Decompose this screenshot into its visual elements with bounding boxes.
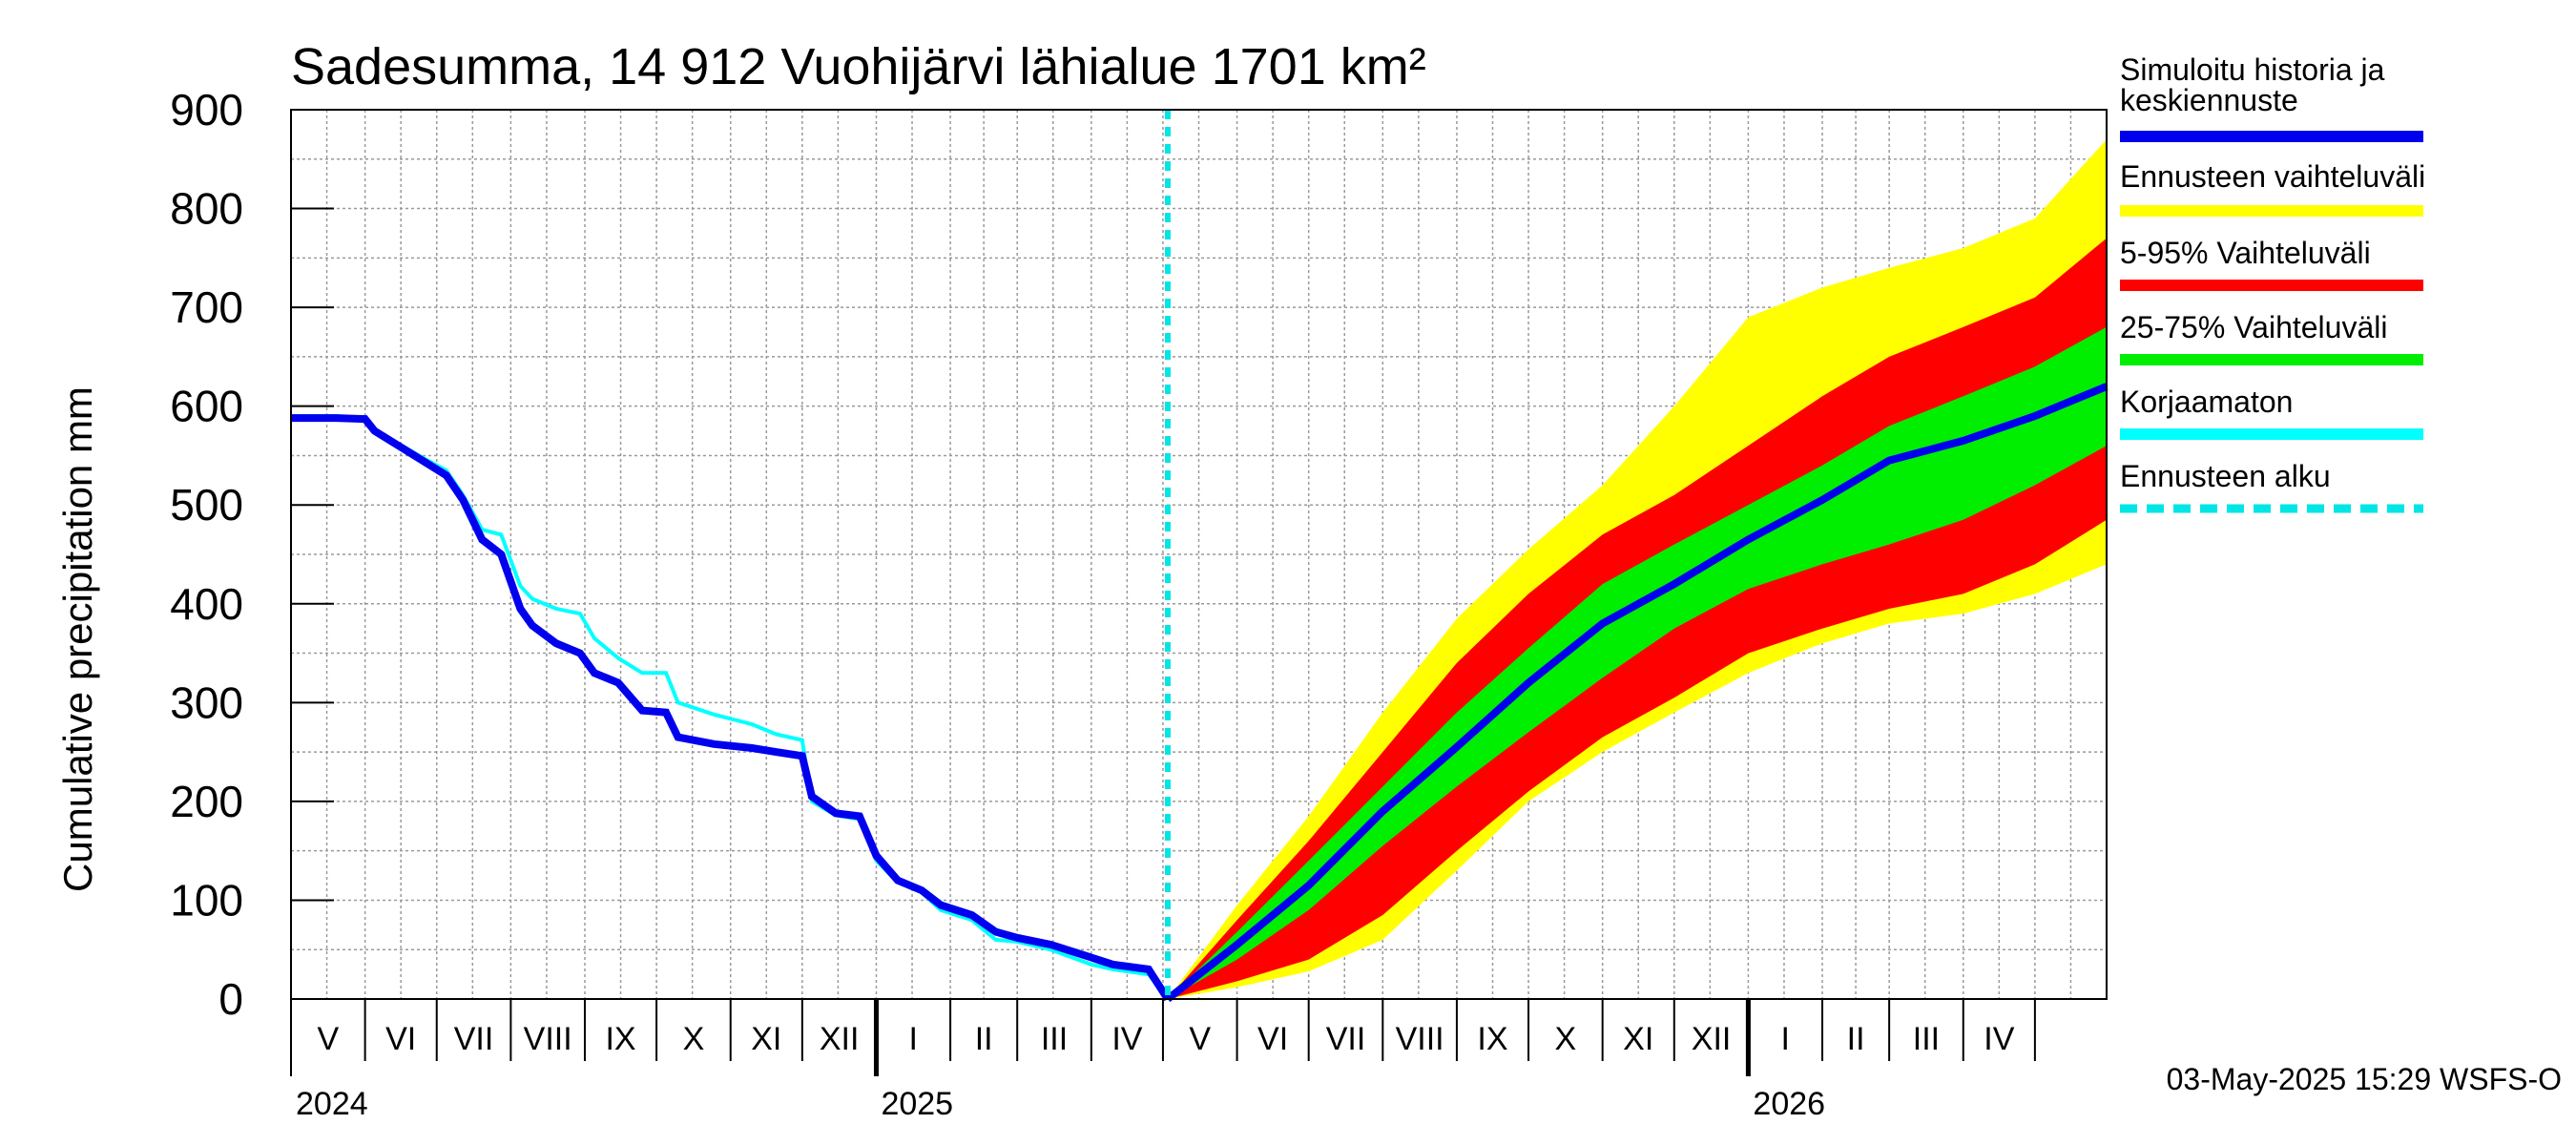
legend-label: Ennusteen alku [2120, 459, 2331, 493]
x-month-label: XII [820, 1021, 860, 1057]
x-month-label: V [317, 1021, 339, 1057]
x-month-label: X [1555, 1021, 1577, 1057]
x-month-label: I [909, 1021, 918, 1057]
x-month-label: IX [605, 1021, 635, 1057]
band-25-75 [1167, 326, 2107, 999]
x-month-label: VI [385, 1021, 416, 1057]
y-tick-label: 300 [170, 677, 243, 727]
y-tick-label: 600 [170, 382, 243, 431]
chart-title: Sadesumma, 14 912 Vuohijärvi lähialue 17… [291, 38, 1426, 95]
y-tick-label: 200 [170, 777, 243, 826]
legend-label: 5-95% Vaihteluväli [2120, 236, 2371, 270]
x-year-label: 2026 [1753, 1086, 1825, 1122]
forecast-bands [1167, 139, 2107, 1000]
y-tick-label: 100 [170, 875, 243, 925]
x-month-label: III [1913, 1021, 1940, 1057]
legend-label: 25-75% Vaihteluväli [2120, 310, 2387, 344]
legend-label: Ennusteen vaihteluväli [2120, 159, 2425, 194]
plot-frame [290, 109, 2108, 1000]
x-month-label: IX [1477, 1021, 1507, 1057]
y-tick-label: 900 [170, 85, 243, 135]
legend-label: Korjaamaton [2120, 385, 2293, 419]
series-line-history [291, 414, 1172, 1002]
x-month-label: VI [1257, 1021, 1288, 1057]
series-line-forecast-median [1165, 383, 2109, 1003]
y-tick-label: 700 [170, 282, 243, 332]
x-month-label: VIII [1396, 1021, 1444, 1057]
y-tick-label: 0 [218, 974, 243, 1024]
x-year-label: 2025 [881, 1086, 953, 1122]
legend-label: Simuloitu historia ja [2120, 52, 2385, 87]
x-month-label: XI [751, 1021, 781, 1057]
x-month-label: X [683, 1021, 705, 1057]
series-lines [291, 110, 2109, 1003]
x-year-label: 2024 [296, 1086, 368, 1122]
x-month-label: IV [1111, 1021, 1142, 1057]
x-month-label: XI [1623, 1021, 1653, 1057]
x-month-label: I [1780, 1021, 1789, 1057]
x-month-label: II [1847, 1021, 1865, 1057]
legend-label: keskiennuste [2120, 83, 2298, 117]
x-month-label: V [1189, 1021, 1211, 1057]
y-axis-label: Cumulative precipitation mm [55, 386, 100, 892]
x-month-label: IV [1984, 1021, 2014, 1057]
x-month-label: III [1041, 1021, 1068, 1057]
y-tick-label: 500 [170, 480, 243, 530]
y-tick-label: 400 [170, 579, 243, 629]
x-month-label: VIII [524, 1021, 572, 1057]
y-tick-label: 800 [170, 184, 243, 234]
x-month-label: XII [1692, 1021, 1732, 1057]
x-month-label: II [975, 1021, 993, 1057]
footer-timestamp: 03-May-2025 15:29 WSFS-O [2167, 1062, 2562, 1096]
series-line-uncorrected [291, 414, 1170, 1001]
x-month-label: VII [1326, 1021, 1366, 1057]
x-month-label: VII [454, 1021, 494, 1057]
